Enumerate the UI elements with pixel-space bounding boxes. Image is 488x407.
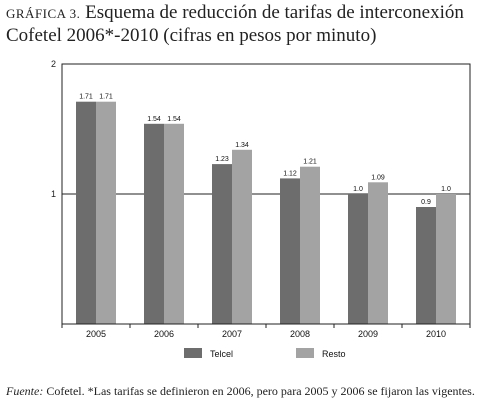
data-label: 1.71 bbox=[79, 94, 93, 101]
bar-chart: 1.71 1.71 1.54 1.54 1.23 1.34 1.12 1.21 1.0 1.09 0… bbox=[51, 59, 471, 359]
legend-swatch-resto bbox=[296, 348, 314, 358]
data-label: 1.09 bbox=[371, 174, 385, 181]
title-prefix: GRÁFICA 3. bbox=[6, 6, 81, 21]
bar-resto-2009 bbox=[368, 182, 388, 324]
data-label: 1.12 bbox=[283, 170, 297, 177]
bar-telcel-2010 bbox=[416, 207, 436, 324]
legend-label-resto: Resto bbox=[322, 349, 346, 359]
source-label: Fuente: bbox=[6, 384, 44, 398]
bar-resto-2006 bbox=[164, 123, 184, 324]
bar-resto-2008 bbox=[300, 166, 320, 324]
x-tick-label: 2008 bbox=[290, 329, 310, 339]
data-label: 1.54 bbox=[167, 116, 181, 123]
source-text: Cofetel. *Las tarifas se definieron en 2… bbox=[46, 384, 475, 398]
chart-title: GRÁFICA 3. Esquema de reducción de tarif… bbox=[6, 2, 484, 47]
bar-telcel-2008 bbox=[280, 178, 300, 324]
y-tick-label: 2 bbox=[51, 59, 56, 69]
data-label: 1.0 bbox=[353, 186, 363, 193]
y-tick-label: 1 bbox=[51, 189, 56, 199]
labels-layer: 1.71 1.71 1.54 1.54 1.23 1.34 1.12 1.21 1.0 1.09 0… bbox=[79, 94, 451, 206]
data-label: 1.21 bbox=[303, 159, 317, 166]
legend-label-telcel: Telcel bbox=[210, 349, 233, 359]
data-label: 0.9 bbox=[421, 199, 431, 206]
title-line-1: Esquema de reducción de tarifas de inter… bbox=[85, 2, 464, 23]
data-label: 1.34 bbox=[235, 142, 249, 149]
bars-layer bbox=[76, 101, 456, 324]
bar-telcel-2006 bbox=[144, 123, 164, 324]
bar-telcel-2009 bbox=[348, 194, 368, 324]
x-tick-label: 2005 bbox=[86, 329, 106, 339]
data-label: 1.54 bbox=[147, 116, 161, 123]
bar-telcel-2007 bbox=[212, 164, 232, 324]
x-tick-label: 2010 bbox=[426, 329, 446, 339]
source-note: Fuente: Cofetel. *Las tarifas se definie… bbox=[6, 384, 486, 399]
bar-resto-2005 bbox=[96, 101, 116, 324]
bar-telcel-2005 bbox=[76, 101, 96, 324]
bar-resto-2010 bbox=[436, 194, 456, 324]
legend: Telcel Resto bbox=[184, 348, 346, 359]
axis-layer: 1 2 2005 2006 2007 2008 2009 2010 bbox=[51, 59, 471, 339]
data-label: 1.23 bbox=[215, 156, 229, 163]
legend-swatch-telcel bbox=[184, 348, 202, 358]
x-tick-label: 2007 bbox=[222, 329, 242, 339]
bar-resto-2007 bbox=[232, 149, 252, 324]
x-tick-label: 2006 bbox=[154, 329, 174, 339]
data-label: 1.71 bbox=[99, 94, 113, 101]
data-label: 1.0 bbox=[441, 186, 451, 193]
title-line-2: Cofetel 2006*-2010 (cifras en pesos por … bbox=[6, 25, 377, 46]
x-tick-label: 2009 bbox=[358, 329, 378, 339]
